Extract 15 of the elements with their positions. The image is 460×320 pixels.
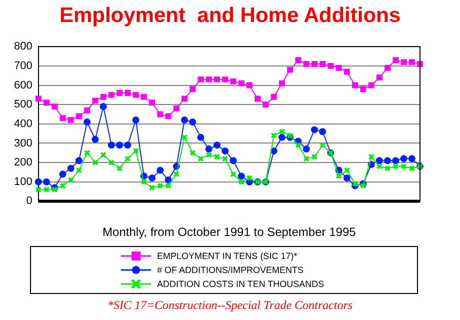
legend-label: ADDITION COSTS IN TEN THOUSANDS <box>157 279 324 289</box>
y-tick-label: 600 <box>14 79 32 92</box>
legend-label: # OF ADDITIONS/IMPROVEMENTS <box>157 265 304 275</box>
legend-label: EMPLOYMENT IN TENS (SIC 17)* <box>157 251 298 261</box>
y-tick-label: 500 <box>14 98 32 111</box>
x-axis-title: Monthly, from October 1991 to September 1995 <box>102 225 356 240</box>
y-tick-label: 400 <box>14 118 32 130</box>
y-tick-label: 300 <box>14 137 32 150</box>
y-tick-label: 700 <box>14 60 32 72</box>
y-tick-label: 800 <box>14 40 32 53</box>
y-tick-label: 0 <box>26 195 32 208</box>
y-tick-label: 100 <box>14 176 32 188</box>
y-tick-label: 200 <box>14 156 32 169</box>
text: *SIC 17=Construction--Special Trade Contractors <box>106 298 354 313</box>
chart-title: Employment and Home Additions <box>58 4 402 28</box>
